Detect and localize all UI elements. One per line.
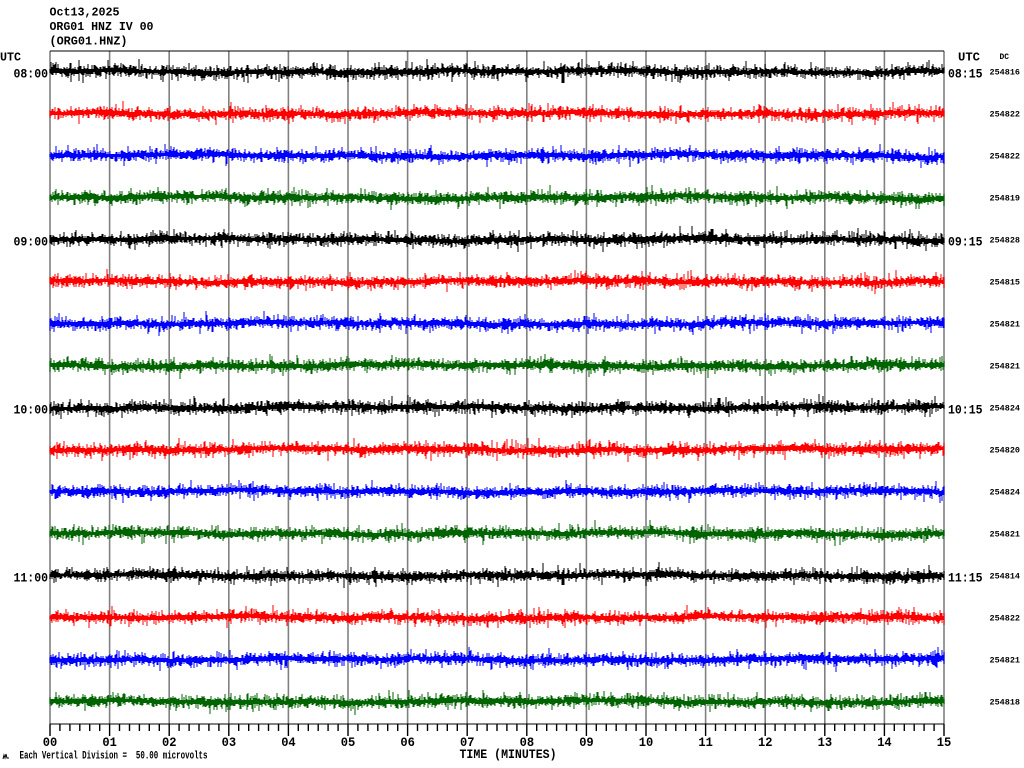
svg-text:254824: 254824 [990,488,1021,498]
svg-text:02: 02 [162,735,177,750]
svg-text:10: 10 [639,735,654,750]
svg-text:08: 08 [520,735,535,750]
svg-text:TIME (MINUTES): TIME (MINUTES) [460,747,557,762]
svg-text:UTC: UTC [0,51,21,65]
svg-text:254821: 254821 [990,320,1021,330]
svg-text:254816: 254816 [990,68,1021,78]
svg-text:254818: 254818 [990,698,1021,708]
svg-text:254821: 254821 [990,656,1021,666]
svg-text:UTC: UTC [958,51,980,65]
svg-text:254824: 254824 [990,404,1021,414]
svg-text:06: 06 [400,735,415,750]
svg-text:07: 07 [460,735,475,750]
svg-text:11:00: 11:00 [14,571,49,586]
svg-text:254821: 254821 [990,362,1021,372]
svg-text:08:00: 08:00 [14,67,49,82]
svg-text:09:15: 09:15 [948,235,983,250]
svg-text:00: 00 [43,735,58,750]
svg-text:14: 14 [877,735,892,750]
svg-text:Each Vertical Division = 50.0: Each Vertical Division = 50.00 microvolt… [20,751,208,763]
svg-text:ORG01 HNZ IV 00: ORG01 HNZ IV 00 [50,20,154,34]
svg-text:13: 13 [818,735,833,750]
svg-text:254814: 254814 [990,572,1021,582]
svg-text:09: 09 [579,735,594,750]
svg-text:254822: 254822 [990,152,1021,162]
svg-text:254822: 254822 [990,614,1021,624]
svg-text:05: 05 [341,735,356,750]
svg-text:11:15: 11:15 [948,571,983,586]
svg-text:10:15: 10:15 [948,403,983,418]
svg-text:DC: DC [1000,53,1010,62]
svg-text:15: 15 [937,735,952,750]
svg-text:11: 11 [698,735,713,750]
svg-text:254815: 254815 [990,278,1021,288]
svg-text:254820: 254820 [990,446,1021,456]
svg-text:254828: 254828 [990,236,1021,246]
svg-text:04: 04 [281,735,296,750]
svg-text:10:00: 10:00 [14,403,49,418]
svg-text:254822: 254822 [990,110,1021,120]
svg-text:12: 12 [758,735,773,750]
svg-text:03: 03 [222,735,237,750]
svg-text:(ORG01.HNZ): (ORG01.HNZ) [50,35,128,49]
svg-text:08:15: 08:15 [948,67,983,82]
svg-text:254821: 254821 [990,530,1021,540]
svg-text:09:00: 09:00 [14,235,49,250]
svg-text:Oct13,2025: Oct13,2025 [50,6,120,20]
svg-text:254819: 254819 [990,194,1021,204]
svg-text:01: 01 [102,735,117,750]
